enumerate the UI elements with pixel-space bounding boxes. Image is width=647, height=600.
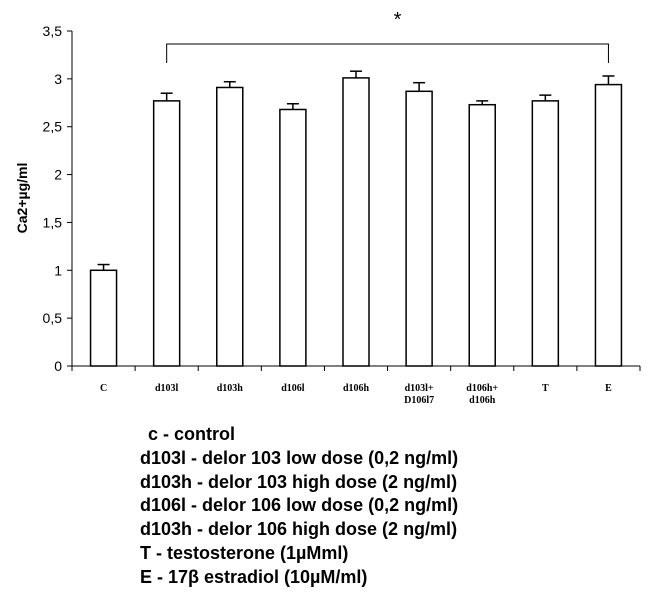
legend-line: c - control — [148, 424, 236, 444]
y-axis: 0 0,5 1 1,5 2 2,5 3 3,5 — [43, 23, 73, 374]
y-tick-label: 0,5 — [43, 310, 63, 326]
x-tick-label: d106l — [281, 383, 305, 394]
legend-line: d103l - delor 103 low dose (0,2 ng/ml) — [140, 447, 459, 468]
significance-bracket: * — [166, 9, 609, 63]
x-tick-label: E — [605, 383, 612, 394]
x-tick-label: d106h+ d106h — [466, 383, 498, 406]
x-tick-label: d103l+ D106l7 — [404, 383, 434, 406]
y-axis-label: Ca2+µg/ml — [14, 163, 30, 234]
legend-line: T - testosterone (1µMml) — [140, 542, 349, 563]
bar — [279, 108, 307, 367]
x-tick-label: C — [100, 383, 107, 394]
bar — [152, 100, 181, 367]
y-tick-label: 3 — [54, 71, 62, 87]
y-tick-label: 3,5 — [43, 23, 63, 39]
y-tick-label: 2,5 — [43, 119, 63, 135]
x-tick-label: d103l — [155, 383, 179, 394]
bar — [594, 83, 623, 367]
x-tick-label: T — [542, 383, 549, 394]
legend-line: d103h - delor 106 high dose (2 ng/ml) — [140, 519, 458, 540]
legend-line: d103h - delor 103 high dose (2 ng/ml) — [140, 471, 458, 492]
legend-line: E - 17β estradiol (10µM/ml) — [140, 566, 368, 587]
bar — [216, 86, 244, 367]
x-tick-label: d106h — [343, 383, 370, 394]
bar — [89, 269, 118, 367]
x-tick-label: d103h — [217, 383, 244, 394]
y-tick-label: 0 — [54, 358, 62, 374]
bar — [468, 103, 496, 367]
bar — [405, 90, 433, 367]
y-tick-label: 1 — [54, 262, 62, 278]
legend: c - control d103l - delor 103 low dose (0… — [140, 423, 458, 590]
bar — [342, 77, 370, 367]
y-tick-label: 1,5 — [43, 214, 63, 230]
bracket-line — [166, 43, 609, 63]
y-tick-label: 2 — [54, 167, 62, 183]
bars — [89, 70, 623, 367]
significance-star: * — [394, 9, 402, 31]
bar — [531, 100, 560, 367]
legend-line: d106l - delor 106 low dose (0,2 ng/ml) — [140, 495, 459, 516]
